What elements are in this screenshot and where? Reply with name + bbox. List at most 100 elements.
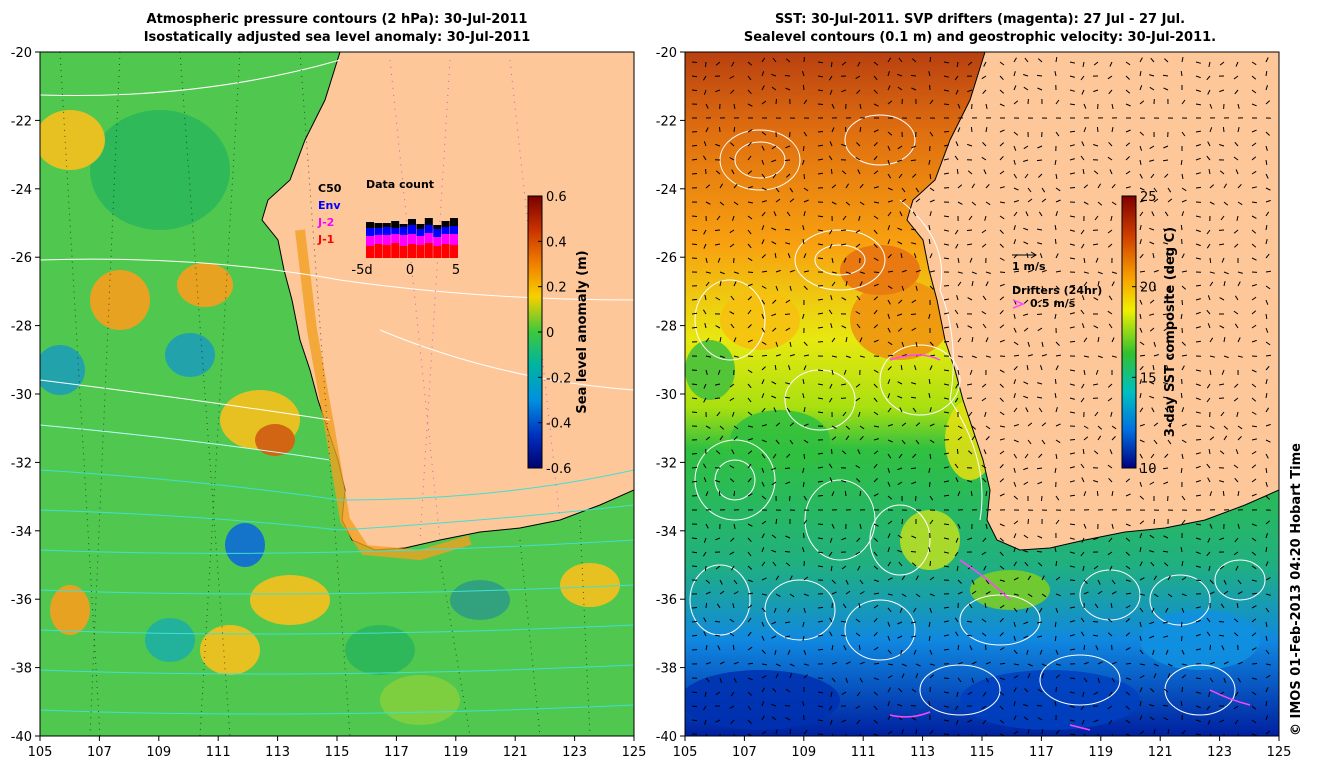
- velocity-arrow: [985, 127, 988, 133]
- velocity-arrow: [817, 452, 823, 455]
- velocity-arrow: [1027, 341, 1030, 347]
- velocity-arrow: [1036, 467, 1043, 470]
- velocity-arrow: [915, 575, 919, 581]
- velocity-arrow: [761, 495, 767, 500]
- velocity-arrow: [929, 199, 935, 203]
- velocity-arrow: [859, 183, 864, 189]
- velocity-arrow: [1237, 491, 1240, 497]
- velocity-arrow: [1080, 463, 1085, 469]
- x-tick-label: 115: [325, 745, 350, 760]
- velocity-arrow: [887, 71, 890, 77]
- velocity-arrow: [982, 142, 987, 147]
- velocity-arrow: [999, 647, 1005, 651]
- velocity-arrow: [1139, 173, 1143, 179]
- velocity-arrow: [1181, 270, 1188, 273]
- velocity-arrow: [775, 269, 781, 273]
- velocity-arrow: [1055, 131, 1060, 137]
- velocity-arrow: [999, 309, 1004, 315]
- velocity-arrow: [747, 129, 753, 133]
- velocity-arrow: [1111, 677, 1116, 683]
- velocity-arrow: [887, 313, 890, 319]
- velocity-arrow: [729, 157, 735, 161]
- velocity-arrow: [999, 425, 1006, 428]
- velocity-arrow: [1223, 183, 1228, 189]
- velocity-arrow: [705, 436, 711, 441]
- velocity-arrow: [1265, 577, 1271, 581]
- velocity-arrow: [1013, 239, 1017, 245]
- velocity-arrow: [1195, 311, 1201, 315]
- velocity-arrow: [967, 325, 973, 329]
- velocity-arrow: [981, 464, 987, 469]
- velocity-arrow: [1069, 172, 1076, 175]
- velocity-arrow: [774, 253, 777, 259]
- velocity-arrow: [1163, 87, 1169, 91]
- velocity-arrow: [1025, 607, 1029, 613]
- velocity-arrow: [1108, 295, 1113, 301]
- velocity-arrow: [911, 242, 917, 245]
- velocity-arrow: [1167, 269, 1173, 273]
- velocity-arrow: [999, 229, 1004, 234]
- velocity-arrow: [1251, 129, 1257, 133]
- velocity-arrow: [901, 439, 906, 445]
- velocity-arrow: [1265, 674, 1271, 679]
- velocity-arrow: [1139, 687, 1143, 693]
- velocity-arrow: [999, 493, 1005, 497]
- velocity-arrow: [1023, 241, 1029, 245]
- velocity-arrow: [1164, 407, 1169, 413]
- velocity-arrow: [981, 551, 987, 556]
- velocity-arrow: [985, 281, 989, 287]
- velocity-arrow: [817, 495, 824, 497]
- velocity-arrow: [1219, 144, 1225, 147]
- velocity-arrow: [971, 183, 976, 189]
- velocity-arrow: [1069, 452, 1076, 455]
- velocity-arrow: [732, 644, 735, 651]
- velocity-arrow: [771, 159, 777, 163]
- velocity-arrow: [1209, 127, 1213, 133]
- data-count-bar-segment: [391, 243, 400, 258]
- velocity-arrow: [845, 337, 848, 343]
- velocity-arrow: [703, 383, 707, 389]
- velocity-arrow: [841, 450, 847, 455]
- velocity-arrow: [1167, 422, 1173, 427]
- velocity-arrow: [999, 103, 1005, 107]
- velocity-arrow: [1125, 478, 1131, 483]
- velocity-arrow: [1041, 269, 1047, 273]
- velocity-arrow: [1083, 271, 1089, 274]
- velocity-arrow: [912, 453, 917, 458]
- velocity-arrow: [803, 354, 810, 357]
- velocity-arrow: [1219, 325, 1225, 329]
- velocity-arrow: [1111, 425, 1117, 430]
- velocity-arrow: [1195, 284, 1201, 287]
- velocity-arrow: [1013, 354, 1020, 357]
- legend-j1: J-1: [317, 233, 334, 246]
- velocity-arrow: [802, 701, 805, 707]
- velocity-arrow: [841, 480, 847, 483]
- velocity-arrow: [845, 661, 851, 665]
- velocity-arrow: [1125, 186, 1131, 189]
- velocity-arrow: [817, 103, 824, 105]
- velocity-arrow: [1038, 211, 1043, 217]
- velocity-arrow: [1081, 295, 1085, 301]
- velocity-arrow: [1209, 733, 1212, 736]
- velocity-arrow: [1081, 141, 1085, 147]
- velocity-arrow: [1163, 481, 1169, 485]
- velocity-arrow: [1081, 477, 1085, 483]
- velocity-arrow: [929, 56, 932, 63]
- velocity-arrow: [729, 551, 735, 555]
- velocity-arrow: [982, 295, 987, 301]
- velocity-arrow: [873, 617, 878, 623]
- velocity-arrow: [857, 61, 861, 67]
- velocity-arrow: [747, 691, 752, 696]
- velocity-arrow: [830, 323, 833, 329]
- velocity-arrow: [840, 229, 847, 231]
- velocity-arrow: [845, 677, 848, 683]
- velocity-arrow: [1265, 649, 1270, 655]
- velocity-arrow: [729, 478, 735, 483]
- velocity-arrow: [1013, 481, 1017, 487]
- velocity-arrow: [1265, 547, 1268, 553]
- velocity-arrow: [845, 183, 850, 189]
- velocity-arrow: [943, 243, 950, 246]
- velocity-arrow: [1234, 323, 1239, 329]
- velocity-arrow: [873, 646, 879, 651]
- velocity-arrow: [1251, 186, 1258, 189]
